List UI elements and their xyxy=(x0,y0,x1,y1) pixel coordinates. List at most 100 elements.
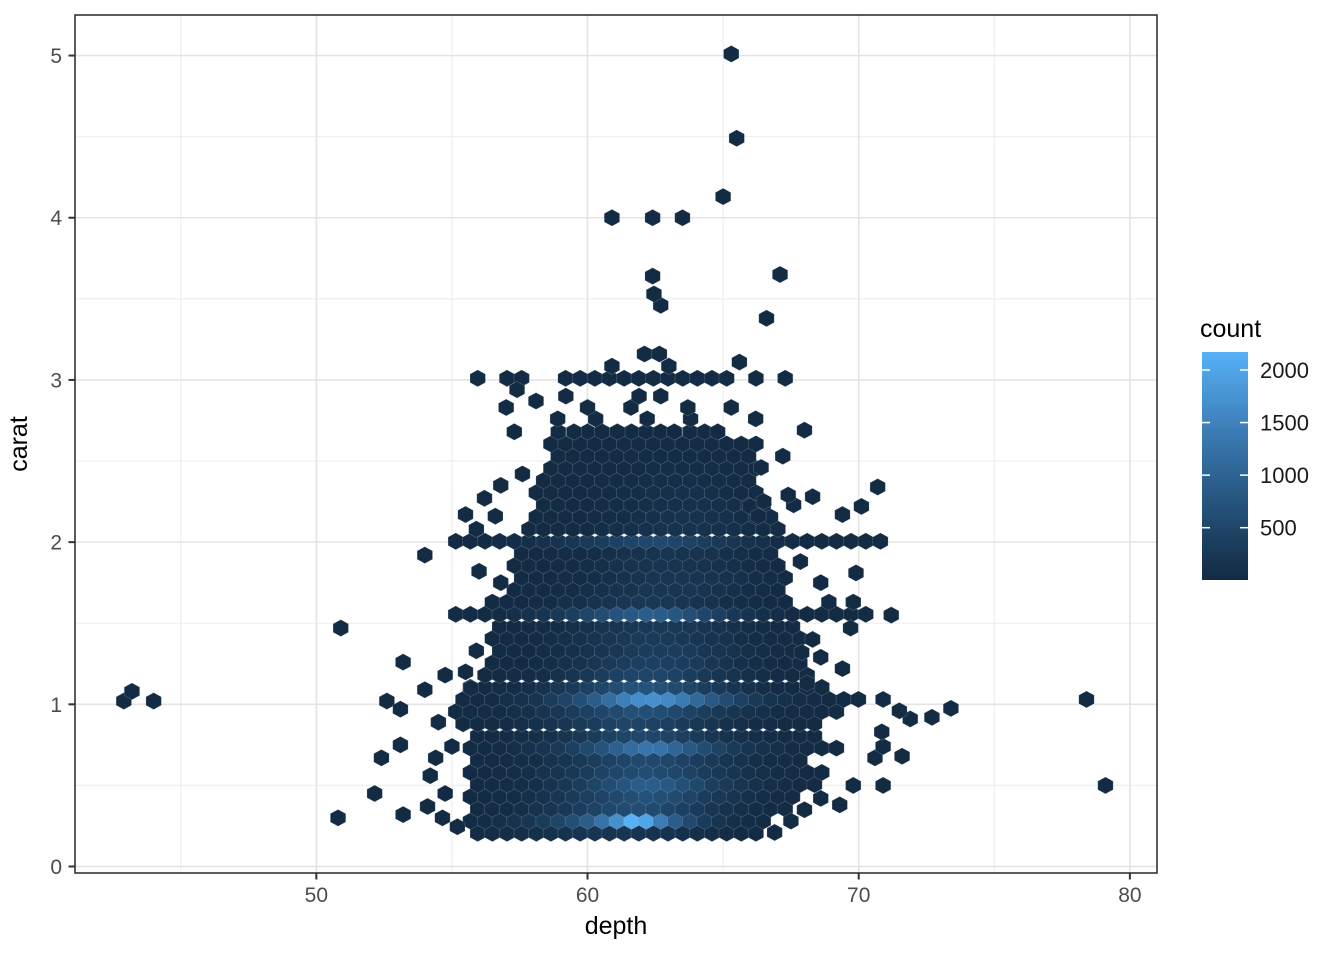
hex-bin xyxy=(796,421,813,440)
hex-bin xyxy=(806,727,823,745)
hex-bin xyxy=(492,573,509,592)
hex-bin xyxy=(123,682,140,701)
hex-bins xyxy=(115,45,1114,843)
hex-bin xyxy=(703,369,721,388)
hex-bin xyxy=(804,630,821,649)
hex-bin xyxy=(616,369,633,388)
y-tick-label: 1 xyxy=(50,694,62,717)
hex-bin xyxy=(395,653,412,671)
hex-bin xyxy=(872,532,889,551)
hex-bin xyxy=(857,605,874,624)
hex-bin xyxy=(812,648,829,667)
hex-bin xyxy=(373,749,390,767)
hex-bin xyxy=(875,737,892,756)
hex-bin xyxy=(709,423,726,441)
hex-bin xyxy=(660,357,677,375)
hex-bin xyxy=(434,809,451,827)
hex-bin xyxy=(443,737,460,756)
hex-bin xyxy=(772,265,789,284)
hex-bin xyxy=(853,497,870,516)
hex-bin xyxy=(792,552,809,571)
y-tick-label: 5 xyxy=(50,45,62,68)
hex-bin xyxy=(869,478,886,496)
hex-bin xyxy=(330,809,347,827)
x-tick-label: 50 xyxy=(305,884,328,907)
legend-tick-label: 500 xyxy=(1260,516,1297,541)
hex-bin xyxy=(666,423,683,441)
hex-bin xyxy=(728,129,745,148)
hex-bin xyxy=(145,692,162,710)
panel-border xyxy=(74,14,1158,874)
hex-bin xyxy=(812,573,829,592)
hex-bin xyxy=(834,659,851,678)
hex-bin xyxy=(469,369,486,388)
hex-bin xyxy=(506,423,523,441)
hex-bin xyxy=(718,369,735,388)
hex-bin xyxy=(527,392,545,410)
y-tick-label: 3 xyxy=(50,369,62,392)
legend-tick-label: 1000 xyxy=(1260,463,1309,488)
hex-bin xyxy=(942,699,959,718)
hex-bin xyxy=(873,723,890,741)
hex-bin xyxy=(845,593,862,611)
hex-bin xyxy=(572,369,589,388)
legend-title: count xyxy=(1200,315,1261,343)
hex-bin xyxy=(447,605,464,624)
hex-bin xyxy=(437,784,454,803)
hex-bin xyxy=(462,679,479,697)
hex-bin xyxy=(766,823,783,842)
hex-bin xyxy=(603,357,620,375)
hex-bin xyxy=(557,369,574,388)
hex-bin xyxy=(645,285,662,303)
hex-bin xyxy=(468,520,485,538)
hex-bin xyxy=(487,507,504,525)
y-tick-label: 2 xyxy=(50,532,62,555)
hex-bin xyxy=(843,532,860,551)
hex-bin xyxy=(674,208,691,227)
hex-bin xyxy=(427,749,444,767)
hex-bin xyxy=(550,423,567,441)
legend: count 2000 1500 1000 500 xyxy=(1200,315,1309,580)
hex-bin xyxy=(793,643,810,662)
hex-bin xyxy=(777,369,794,388)
hex-bin xyxy=(842,619,859,637)
hex-bin xyxy=(603,208,620,227)
x-axis: 50 60 70 80 xyxy=(305,873,1142,907)
legend-ticks: 2000 1500 1000 500 xyxy=(1202,358,1309,541)
hex-bin xyxy=(804,487,821,506)
hex-bin xyxy=(923,708,940,727)
hex-bin xyxy=(476,489,493,508)
x-axis-title: depth xyxy=(585,912,648,940)
hex-bin xyxy=(747,369,764,388)
legend-tick-label: 2000 xyxy=(1260,358,1309,383)
hex-bin xyxy=(471,562,488,581)
hex-bin xyxy=(557,387,574,405)
hex-bin xyxy=(857,532,874,551)
hex-bin xyxy=(631,387,648,405)
hex-bin xyxy=(636,345,653,363)
hex-bin xyxy=(812,789,829,808)
hex-bin xyxy=(457,663,474,681)
hex-bin xyxy=(782,812,799,830)
hex-bin xyxy=(492,476,509,495)
hex-bin xyxy=(447,532,464,551)
hex-bin xyxy=(491,532,508,551)
hex-bin xyxy=(565,423,582,441)
hex-bin xyxy=(780,486,797,504)
hex-bin xyxy=(674,369,691,388)
y-tick-label: 0 xyxy=(50,856,62,879)
hex-bin xyxy=(586,369,603,388)
hex-bin xyxy=(609,423,626,441)
hex-bin xyxy=(784,532,801,551)
hex-bin xyxy=(834,505,851,524)
y-tick-label: 4 xyxy=(50,207,62,230)
hex-bin xyxy=(828,739,845,757)
hex-bin xyxy=(831,796,848,814)
hex-bin xyxy=(1097,776,1114,795)
hex-bin xyxy=(366,784,383,803)
hex-bin xyxy=(498,398,515,417)
hex-bin xyxy=(430,713,447,731)
hex-bin xyxy=(457,505,474,524)
hex-bin xyxy=(747,435,764,453)
